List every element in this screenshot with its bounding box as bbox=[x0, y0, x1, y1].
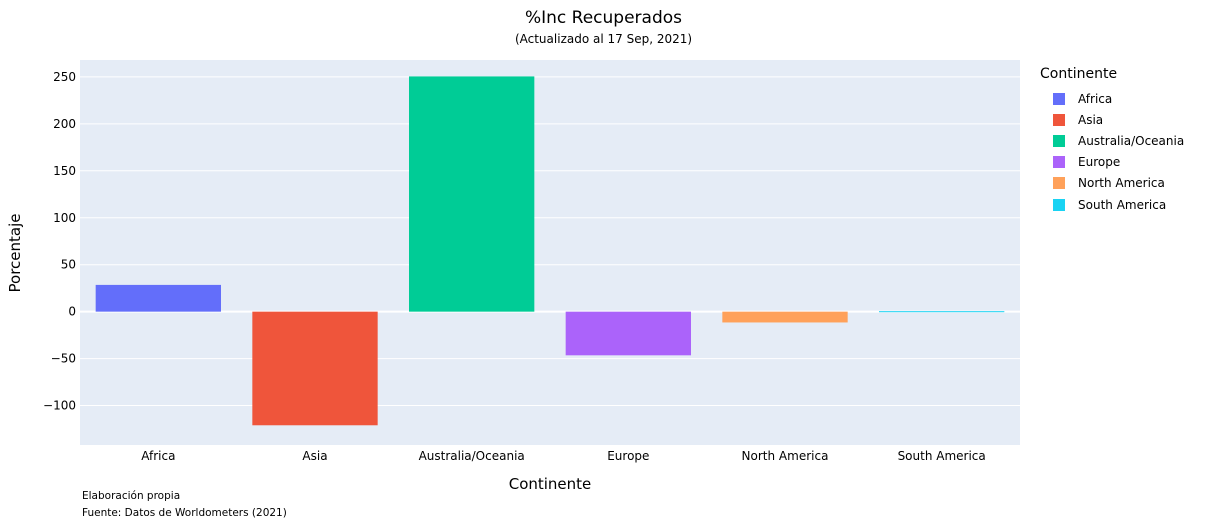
x-tick-label: South America bbox=[898, 449, 986, 463]
x-tick-label: Europe bbox=[607, 449, 649, 463]
legend: Continente Africa Asia Australia/Oceania Eu… bbox=[1040, 66, 1184, 215]
legend-label: Europe bbox=[1078, 155, 1121, 170]
legend-item[interactable]: Africa bbox=[1040, 88, 1184, 109]
x-tick-label: Africa bbox=[141, 449, 175, 463]
x-axis-label: Continente bbox=[508, 475, 592, 493]
legend-item[interactable]: Asia bbox=[1040, 109, 1184, 130]
y-tick-label: 150 bbox=[53, 164, 76, 178]
x-tick-label: North America bbox=[742, 449, 829, 463]
legend-item[interactable]: North America bbox=[1040, 173, 1184, 194]
legend-title: Continente bbox=[1040, 66, 1118, 82]
legend-swatch bbox=[1053, 198, 1065, 211]
footnote-source: Fuente: Datos de Worldometers (2021) bbox=[82, 507, 287, 519]
y-tick-label: 250 bbox=[53, 70, 76, 84]
y-tick-label: 50 bbox=[61, 258, 76, 272]
bar-africa bbox=[95, 284, 221, 312]
legend-item[interactable]: South America bbox=[1040, 194, 1184, 215]
legend-label: Australia/Oceania bbox=[1078, 133, 1185, 148]
bar-australia-oceania bbox=[409, 76, 535, 312]
x-tick-label: Asia bbox=[302, 449, 327, 463]
legend-swatch bbox=[1053, 156, 1065, 169]
y-tick-label: −100 bbox=[43, 399, 76, 413]
legend-label: Asia bbox=[1078, 112, 1104, 127]
legend-swatch bbox=[1053, 134, 1065, 147]
legend-label: Africa bbox=[1078, 91, 1113, 106]
legend-label: South America bbox=[1078, 197, 1167, 212]
chart-title: %Inc Recuperados bbox=[524, 8, 683, 28]
bar-europe bbox=[565, 311, 691, 356]
y-axis-label: Porcentaje bbox=[6, 213, 24, 293]
y-tick-label: 0 bbox=[68, 305, 76, 319]
bar-south-america bbox=[879, 311, 1005, 313]
legend-item[interactable]: Australia/Oceania bbox=[1040, 130, 1184, 151]
y-tick-label: 200 bbox=[53, 117, 76, 131]
x-tick-label: Australia/Oceania bbox=[419, 449, 525, 463]
legend-swatch bbox=[1053, 177, 1065, 190]
legend-swatch bbox=[1053, 92, 1065, 105]
legend-label: North America bbox=[1078, 176, 1165, 191]
y-tick-label: 100 bbox=[53, 211, 76, 225]
bar-north-america bbox=[722, 311, 848, 323]
plot-area bbox=[80, 60, 1020, 445]
footnote-author: Elaboración propia bbox=[82, 490, 181, 502]
legend-swatch bbox=[1053, 113, 1065, 126]
chart-subtitle: (Actualizado al 17 Sep, 2021) bbox=[514, 32, 693, 46]
bar-asia bbox=[252, 311, 378, 426]
y-tick-label: −50 bbox=[51, 352, 76, 366]
legend-item[interactable]: Europe bbox=[1040, 152, 1184, 173]
